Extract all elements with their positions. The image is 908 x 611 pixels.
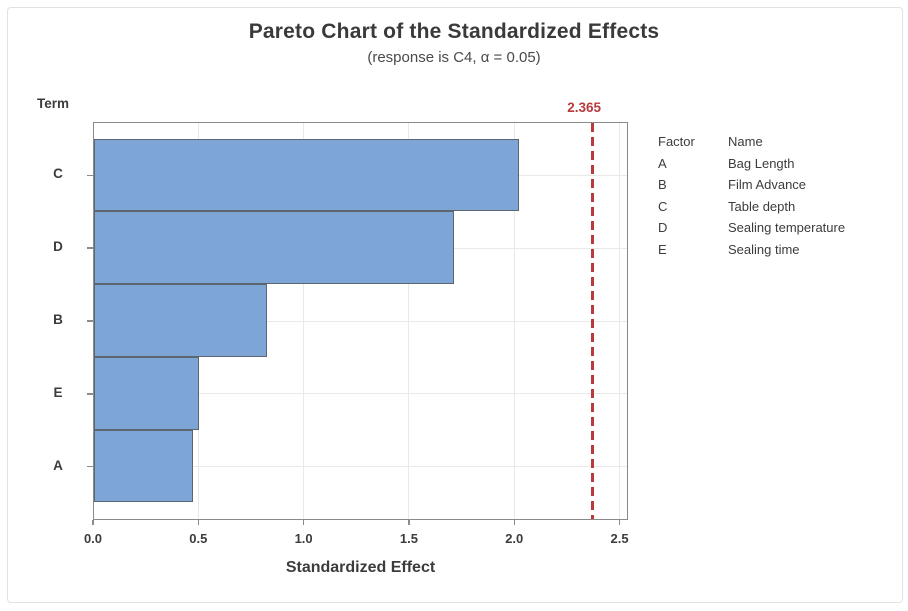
x-tick-mark xyxy=(618,520,621,525)
x-tick-mark xyxy=(513,520,515,525)
x-tick-mark xyxy=(92,520,94,525)
x-tick-mark xyxy=(197,520,200,525)
legend-row: C Table depth xyxy=(658,196,845,218)
pareto-bar-D xyxy=(94,211,455,285)
y-tick-mark xyxy=(87,174,93,177)
y-tick-label: A xyxy=(53,457,63,473)
legend-row: B Film Advance xyxy=(658,174,845,196)
y-tick-label: E xyxy=(53,384,63,400)
legend-header: Factor Name xyxy=(658,131,845,153)
legend-header-name: Name xyxy=(728,134,763,149)
y-tick-label: B xyxy=(53,312,63,327)
x-axis-title: Standardized Effect xyxy=(285,559,436,576)
reference-line-label: 2.365 xyxy=(567,100,602,115)
pareto-bar-A xyxy=(94,429,193,503)
legend-factor-name: Sealing temperature xyxy=(728,220,846,235)
y-tick-mark xyxy=(87,465,93,468)
legend-factor-letter: B xyxy=(658,177,667,192)
x-tick-label: 2.5 xyxy=(610,531,629,546)
chart-title: Pareto Chart of the Standardized Effects xyxy=(248,20,660,43)
x-tick-label: 0.0 xyxy=(83,531,103,546)
y-axis-title: Term xyxy=(37,96,70,111)
legend-factor-letter: E xyxy=(658,241,667,257)
y-tick-mark xyxy=(87,247,93,249)
y-tick-mark xyxy=(87,320,93,322)
legend-factor-name: Table depth xyxy=(728,198,796,214)
x-tick-label: 1.5 xyxy=(399,531,418,546)
legend-row: E Sealing time xyxy=(658,239,845,261)
legend-factor-letter: A xyxy=(658,155,667,171)
legend-factor-name: Sealing time xyxy=(728,241,800,257)
legend-factor-letter: D xyxy=(658,220,668,235)
pareto-bar-E xyxy=(94,356,200,430)
horizontal-gridline xyxy=(94,320,627,322)
legend: Factor Name A Bag Length B Film Advance C Table… xyxy=(658,131,845,260)
legend-factor-name: Bag Length xyxy=(728,155,795,171)
horizontal-gridline xyxy=(94,466,627,468)
y-tick-label: D xyxy=(53,239,63,255)
legend-row: D Sealing temperature xyxy=(658,217,845,239)
x-tick-label: 0.5 xyxy=(189,531,208,546)
plot-area xyxy=(93,122,628,520)
x-tick-label: 2.0 xyxy=(505,531,524,546)
legend-factor-letter: C xyxy=(658,198,668,214)
horizontal-gridline xyxy=(94,393,627,395)
pareto-bar-B xyxy=(94,284,267,357)
legend-header-factor: Factor xyxy=(658,134,695,149)
x-tick-mark xyxy=(408,520,410,525)
x-tick-mark xyxy=(302,520,305,525)
legend-factor-name: Film Advance xyxy=(728,177,807,192)
x-tick-label: 1.0 xyxy=(294,531,313,546)
chart-subtitle: (response is C4, α = 0.05) xyxy=(367,49,541,66)
reference-line xyxy=(590,123,594,519)
legend-row: A Bag Length xyxy=(658,153,845,175)
y-tick-label: C xyxy=(53,166,63,182)
pareto-bar-C xyxy=(94,138,520,212)
y-tick-mark xyxy=(87,393,93,395)
